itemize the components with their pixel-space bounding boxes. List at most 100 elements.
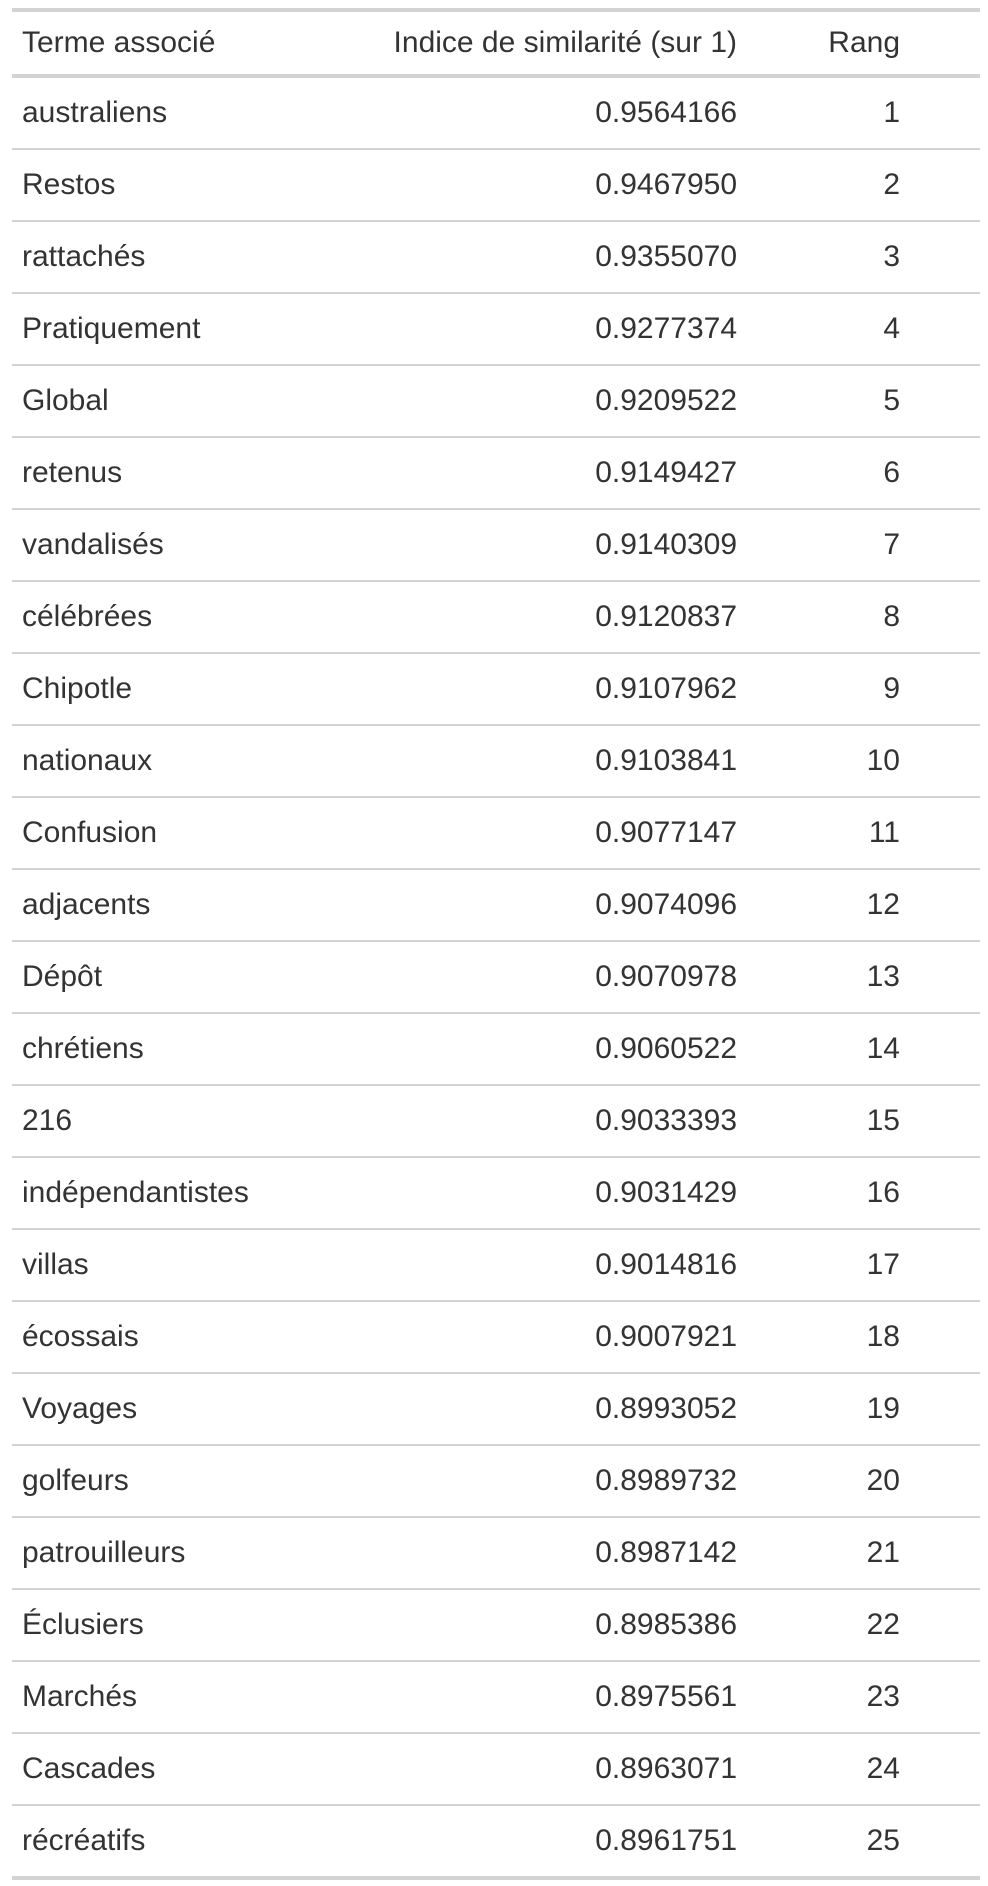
cell-term: Confusion (12, 796, 272, 869)
table-row: indépendantistes 0.9031429 16 (12, 1156, 980, 1229)
cell-term: indépendantistes (12, 1156, 272, 1229)
cell-rank: 3 (757, 220, 980, 293)
cell-term: rattachés (12, 220, 272, 293)
table-row: villas 0.9014816 17 (12, 1228, 980, 1301)
cell-term: Restos (12, 148, 272, 221)
table-row: vandalisés 0.9140309 7 (12, 508, 980, 581)
cell-term: Cascades (12, 1732, 272, 1805)
cell-rank: 2 (757, 148, 980, 221)
cell-term: australiens (22, 96, 168, 129)
cell-score: 0.9060522 (272, 1012, 757, 1085)
table-row: chrétiens 0.9060522 14 (12, 1012, 980, 1085)
cell-score: 0.9355070 (272, 220, 757, 293)
cell-term: adjacents (12, 868, 272, 941)
table-row: écossais 0.9007921 18 (12, 1300, 980, 1373)
cell-term: villas (12, 1228, 272, 1301)
cell-score: 0.9209522 (272, 364, 757, 437)
table-row: australiens 0.9564166 1 (12, 76, 980, 149)
cell-term: golfeurs (12, 1444, 272, 1517)
cell-score: 0.8993052 (272, 1372, 757, 1445)
table-row: golfeurs 0.8989732 20 (12, 1444, 980, 1517)
cell-rank: 9 (757, 652, 980, 725)
column-header-score: Indice de similarité (sur 1) (272, 12, 757, 78)
cell-score: 0.8963071 (272, 1732, 757, 1805)
cell-rank: 11 (757, 796, 980, 869)
table-row: patrouilleurs 0.8987142 21 (12, 1516, 980, 1589)
table-row: célébrées 0.9120837 8 (12, 580, 980, 653)
cell-rank: 8 (757, 580, 980, 653)
column-header-term: Terme associé (12, 12, 272, 78)
cell-term: Éclusiers (12, 1588, 272, 1661)
cell-score: 0.8975561 (272, 1660, 757, 1733)
cell-score: 0.9007921 (272, 1300, 757, 1373)
cell-rank: 19 (757, 1372, 980, 1445)
cell-term: vandalisés (12, 508, 272, 581)
table-row: retenus 0.9149427 6 (12, 436, 980, 509)
table-header: Terme associé Indice de similarité (sur … (12, 12, 980, 78)
table-row: nationaux 0.9103841 10 (12, 724, 980, 797)
cell-rank: 6 (757, 436, 980, 509)
table-row: Pratiquement 0.9277374 4 (12, 292, 980, 365)
table-row: adjacents 0.9074096 12 (12, 868, 980, 941)
cell-rank: 4 (757, 292, 980, 365)
table-body: australiens 0.9564166 1 Restos 0.9467950 2 rat… (12, 76, 980, 1876)
cell-term: Pratiquement (12, 292, 272, 365)
cell-rank: 14 (757, 1012, 980, 1085)
cell-term: Chipotle (12, 652, 272, 725)
table-row: Dépôt 0.9070978 13 (12, 940, 980, 1013)
cell-term: nationaux (12, 724, 272, 797)
table-row: Confusion 0.9077147 11 (12, 796, 980, 869)
cell-rank: 5 (757, 364, 980, 437)
cell-score: 0.9564166 (595, 96, 737, 129)
column-header-rank: Rang (757, 12, 980, 78)
similarity-table-container: Terme associé Indice de similarité (sur … (12, 8, 980, 1880)
cell-rank: 15 (757, 1084, 980, 1157)
table-row: 216 0.9033393 15 (12, 1084, 980, 1157)
cell-term: Global (12, 364, 272, 437)
cell-term: Dépôt (12, 940, 272, 1013)
cell-rank: 24 (757, 1732, 980, 1805)
header-row: Terme associé Indice de similarité (sur … (12, 12, 980, 78)
cell-term: 216 (12, 1084, 272, 1157)
cell-rank: 7 (757, 508, 980, 581)
cell-score: 0.9103841 (272, 724, 757, 797)
cell-score: 0.9033393 (272, 1084, 757, 1157)
cell-score: 0.9149427 (272, 436, 757, 509)
cell-term: Voyages (12, 1372, 272, 1445)
cell-term: retenus (12, 436, 272, 509)
cell-score: 0.9074096 (272, 868, 757, 941)
cell-rank: 1 (883, 96, 900, 129)
cell-term: récréatifs (12, 1804, 272, 1876)
table-row: récréatifs 0.8961751 25 (12, 1804, 980, 1876)
cell-rank: 17 (757, 1228, 980, 1301)
cell-rank: 16 (757, 1156, 980, 1229)
cell-term: Marchés (12, 1660, 272, 1733)
cell-rank: 10 (757, 724, 980, 797)
table-row: Global 0.9209522 5 (12, 364, 980, 437)
cell-rank: 13 (757, 940, 980, 1013)
cell-rank: 22 (757, 1588, 980, 1661)
cell-rank: 20 (757, 1444, 980, 1517)
cell-score: 0.9014816 (272, 1228, 757, 1301)
cell-term: célébrées (12, 580, 272, 653)
cell-score: 0.8989732 (272, 1444, 757, 1517)
cell-term: patrouilleurs (12, 1516, 272, 1589)
table-row: Chipotle 0.9107962 9 (12, 652, 980, 725)
cell-rank: 18 (757, 1300, 980, 1373)
cell-score: 0.9077147 (272, 796, 757, 869)
table-row: Voyages 0.8993052 19 (12, 1372, 980, 1445)
cell-score: 0.9467950 (272, 148, 757, 221)
cell-score: 0.8961751 (272, 1804, 757, 1876)
table-row: Restos 0.9467950 2 (12, 148, 980, 221)
cell-score: 0.8987142 (272, 1516, 757, 1589)
cell-term: chrétiens (12, 1012, 272, 1085)
cell-score: 0.9107962 (272, 652, 757, 725)
cell-score: 0.9277374 (272, 292, 757, 365)
table-row: Éclusiers 0.8985386 22 (12, 1588, 980, 1661)
cell-rank: 12 (757, 868, 980, 941)
cell-rank: 25 (757, 1804, 980, 1876)
cell-score: 0.8985386 (272, 1588, 757, 1661)
table-row: Marchés 0.8975561 23 (12, 1660, 980, 1733)
cell-score: 0.9031429 (272, 1156, 757, 1229)
similarity-table: Terme associé Indice de similarité (sur … (12, 12, 980, 1876)
